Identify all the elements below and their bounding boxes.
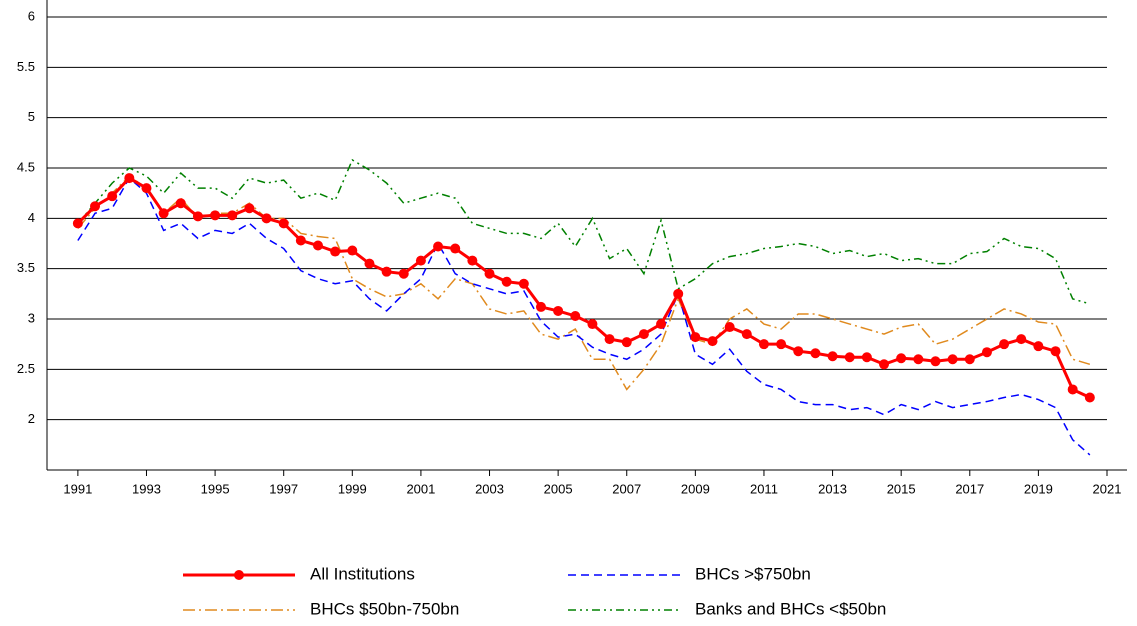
marker — [1067, 384, 1078, 395]
x-tick-label: 2007 — [612, 481, 641, 496]
marker — [896, 353, 907, 364]
x-tick-label: 1995 — [201, 481, 230, 496]
marker — [381, 266, 392, 277]
x-tick-label: 2017 — [955, 481, 984, 496]
marker — [1084, 392, 1095, 403]
marker — [192, 211, 203, 222]
x-tick-label: 1997 — [269, 481, 298, 496]
marker — [158, 208, 169, 219]
marker — [964, 354, 975, 365]
marker — [244, 203, 255, 214]
marker — [707, 336, 718, 347]
marker — [861, 352, 872, 363]
marker — [107, 191, 118, 202]
marker — [72, 218, 83, 229]
y-tick-label: 3.5 — [17, 260, 35, 275]
marker — [604, 334, 615, 345]
marker — [364, 258, 375, 269]
marker — [673, 288, 684, 299]
y-tick-label: 5 — [28, 109, 35, 124]
marker — [295, 235, 306, 246]
y-tick-label: 5.5 — [17, 59, 35, 74]
marker — [656, 319, 667, 330]
marker — [930, 356, 941, 367]
marker — [501, 276, 512, 287]
x-tick-label: 2009 — [681, 481, 710, 496]
marker — [810, 348, 821, 359]
marker — [210, 210, 221, 221]
marker — [570, 310, 581, 321]
y-tick-label: 4.5 — [17, 159, 35, 174]
y-tick-label: 6 — [28, 8, 35, 23]
y-tick-label: 4 — [28, 210, 35, 225]
x-tick-label: 1993 — [132, 481, 161, 496]
x-tick-label: 1999 — [338, 481, 367, 496]
marker — [398, 268, 409, 279]
marker — [724, 322, 735, 333]
marker — [999, 339, 1010, 350]
marker — [844, 352, 855, 363]
legend-label: All Institutions — [310, 564, 415, 583]
series-line — [77, 158, 1091, 305]
marker — [347, 245, 358, 256]
marker — [313, 240, 324, 251]
x-tick-label: 2019 — [1024, 481, 1053, 496]
x-tick-label: 2011 — [750, 481, 778, 496]
marker — [827, 351, 838, 362]
x-tick-label: 2001 — [406, 481, 435, 496]
x-tick-label: 2013 — [818, 481, 847, 496]
marker — [638, 329, 649, 340]
x-tick-label: 1991 — [63, 481, 92, 496]
marker — [535, 301, 546, 312]
marker — [758, 339, 769, 350]
marker — [981, 347, 992, 358]
legend-marker — [234, 570, 244, 580]
marker — [1016, 334, 1027, 345]
legend-label: BHCs $50bn-750bn — [310, 599, 459, 618]
y-tick-label: 3 — [28, 310, 35, 325]
marker — [741, 329, 752, 340]
marker — [141, 183, 152, 194]
legend-label: BHCs >$750bn — [695, 564, 811, 583]
marker — [278, 218, 289, 229]
marker — [1033, 341, 1044, 352]
marker — [415, 255, 426, 266]
x-tick-label: 2021 — [1093, 481, 1122, 496]
marker — [879, 359, 890, 370]
marker — [124, 173, 135, 184]
marker — [175, 198, 186, 209]
marker — [484, 268, 495, 279]
x-tick-label: 2015 — [887, 481, 916, 496]
marker — [330, 246, 341, 257]
marker — [450, 243, 461, 254]
x-tick-label: 2003 — [475, 481, 504, 496]
y-tick-label: 2.5 — [17, 361, 35, 376]
marker — [776, 339, 787, 350]
legend-label: Banks and BHCs <$50bn — [695, 599, 886, 618]
marker — [227, 210, 238, 221]
marker — [793, 346, 804, 357]
marker — [518, 278, 529, 289]
marker — [690, 332, 701, 343]
marker — [1050, 346, 1061, 357]
marker — [261, 213, 272, 224]
marker — [553, 305, 564, 316]
x-tick-label: 2005 — [544, 481, 573, 496]
marker — [913, 354, 924, 365]
marker — [947, 354, 958, 365]
marker — [587, 319, 598, 330]
y-tick-label: 2 — [28, 411, 35, 426]
marker — [90, 201, 101, 212]
marker — [467, 255, 478, 266]
marker — [621, 337, 632, 348]
marker — [433, 241, 444, 252]
